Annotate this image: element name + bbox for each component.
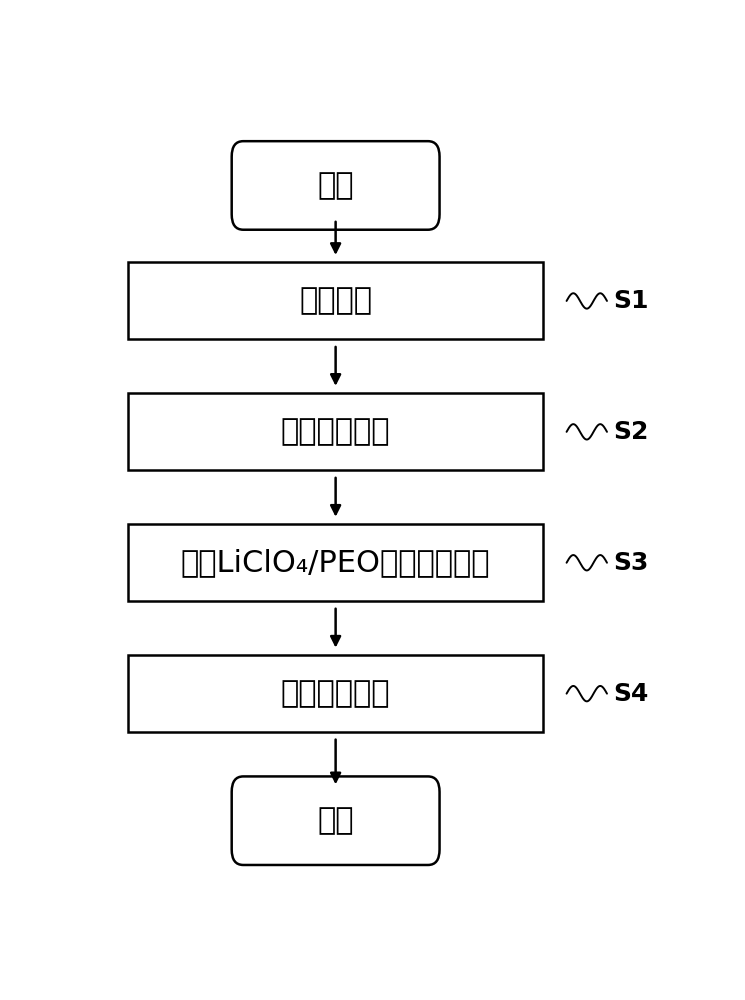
FancyBboxPatch shape xyxy=(128,393,543,470)
FancyBboxPatch shape xyxy=(128,524,543,601)
FancyBboxPatch shape xyxy=(128,262,543,339)
Text: 形成顶层电极: 形成顶层电极 xyxy=(281,679,390,708)
Text: 开始: 开始 xyxy=(317,171,354,200)
Text: 清洗衬底: 清洗衬底 xyxy=(299,286,372,315)
FancyBboxPatch shape xyxy=(232,141,440,230)
Text: S1: S1 xyxy=(612,289,648,313)
Text: 结束: 结束 xyxy=(317,806,354,835)
Text: S3: S3 xyxy=(612,551,648,575)
FancyBboxPatch shape xyxy=(128,655,543,732)
Text: 形成底层电极: 形成底层电极 xyxy=(281,417,390,446)
Text: 形成LiClO₄/PEO混合离子凝胶: 形成LiClO₄/PEO混合离子凝胶 xyxy=(181,548,490,577)
FancyBboxPatch shape xyxy=(232,776,440,865)
Text: S4: S4 xyxy=(612,682,648,706)
Text: S2: S2 xyxy=(612,420,648,444)
